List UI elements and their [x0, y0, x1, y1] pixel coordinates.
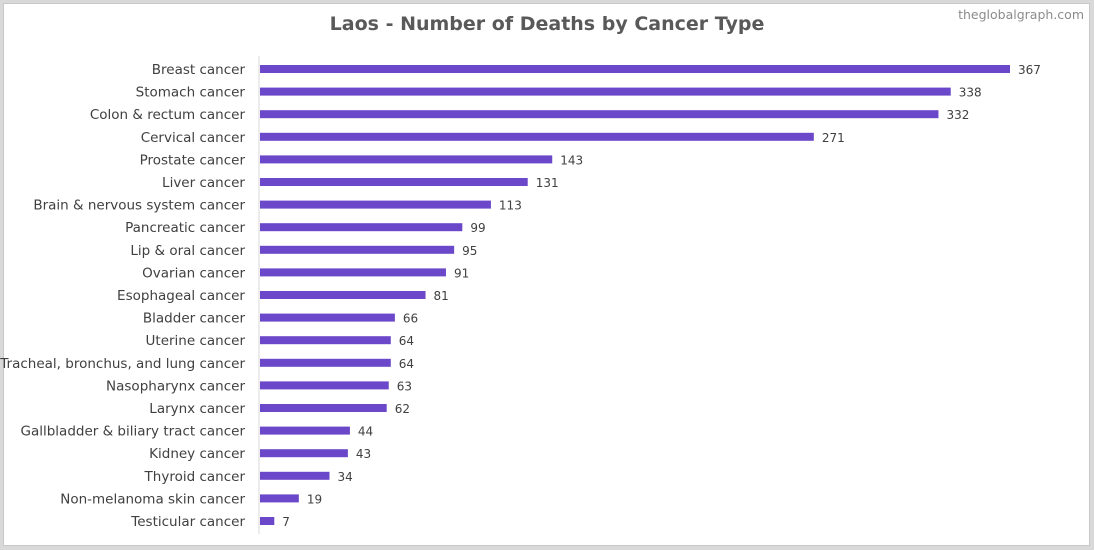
bar: [260, 471, 330, 480]
bar: [260, 268, 446, 277]
category-label: Bladder cancer: [143, 311, 246, 327]
category-label: Thyroid cancer: [144, 469, 246, 485]
chart-title: Laos - Number of Deaths by Cancer Type: [329, 13, 765, 35]
category-label: Pancreatic cancer: [125, 220, 245, 236]
category-label: Kidney cancer: [149, 446, 245, 462]
bar: [260, 65, 1010, 73]
data-label: 34: [337, 470, 352, 484]
data-label: 338: [959, 86, 982, 100]
category-label: Liver cancer: [162, 175, 245, 191]
category-label: Brain & nervous system cancer: [33, 198, 245, 214]
category-label: Non-melanoma skin cancer: [60, 491, 245, 507]
category-label: Prostate cancer: [140, 152, 246, 168]
bar: [260, 313, 395, 322]
category-label: Uterine cancer: [146, 333, 246, 349]
bar: [260, 245, 455, 254]
bar: [260, 87, 951, 96]
bar: [260, 291, 426, 299]
data-label: 7: [282, 515, 290, 529]
bar: [260, 200, 491, 209]
category-label: Larynx cancer: [149, 401, 245, 417]
data-label: 143: [560, 153, 583, 167]
data-label: 131: [536, 176, 559, 190]
data-label: 95: [462, 244, 477, 258]
data-label: 19: [307, 492, 322, 506]
data-label: 367: [1018, 63, 1041, 77]
bar: [260, 449, 348, 458]
bar: [260, 155, 553, 164]
bar: [260, 381, 389, 390]
data-label: 113: [499, 199, 522, 213]
category-label: Esophageal cancer: [117, 288, 245, 304]
bar: [260, 358, 391, 367]
data-label: 271: [822, 131, 845, 145]
bar: [260, 132, 814, 141]
data-label: 44: [358, 425, 373, 439]
bar: [260, 336, 391, 345]
category-label: Cervical cancer: [141, 130, 246, 146]
category-label: Nasopharynx cancer: [106, 378, 245, 394]
bar: [260, 178, 528, 186]
category-label: Stomach cancer: [136, 85, 246, 101]
bar: [260, 494, 299, 503]
watermark: theglobalgraph.com: [958, 7, 1084, 22]
bar: [260, 404, 387, 412]
category-label: Testicular cancer: [130, 514, 245, 530]
category-label: Lip & oral cancer: [130, 243, 245, 259]
data-label: 43: [356, 447, 371, 461]
bar: [260, 110, 939, 119]
data-label: 99: [470, 221, 485, 235]
data-label: 91: [454, 266, 469, 280]
bar: [260, 517, 275, 525]
bars-group: Breast cancer 367 Stomach cancer 338 Colon &…: [0, 62, 1041, 530]
category-label: Tracheal, bronchus, and lung cancer: [0, 356, 245, 372]
data-label: 62: [395, 402, 410, 416]
data-label: 64: [399, 357, 414, 371]
bar: [260, 223, 463, 232]
category-label: Breast cancer: [152, 62, 246, 78]
category-label: Ovarian cancer: [142, 265, 245, 281]
data-label: 81: [434, 289, 449, 303]
category-label: Gallbladder & biliary tract cancer: [20, 424, 245, 440]
category-label: Colon & rectum cancer: [90, 107, 246, 123]
data-label: 332: [946, 108, 969, 122]
data-label: 66: [403, 312, 418, 326]
data-label: 64: [399, 334, 414, 348]
data-label: 63: [397, 379, 412, 393]
bar: [260, 426, 350, 435]
